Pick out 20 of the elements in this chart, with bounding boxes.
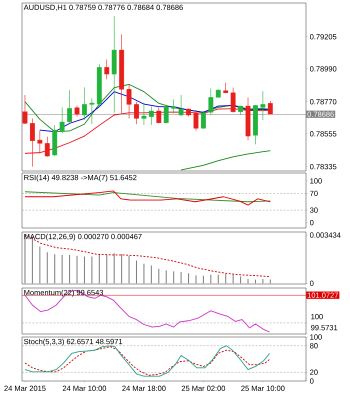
- line-series: [24, 190, 271, 206]
- line-series: [24, 234, 271, 278]
- candlestick: [74, 105, 80, 117]
- candlestick: [89, 98, 94, 124]
- candlestick: [67, 90, 72, 124]
- candlestick: [148, 106, 154, 126]
- candlestick: [223, 82, 228, 94]
- candlestick: [164, 106, 169, 124]
- candlestick: [260, 90, 266, 120]
- line-series: [24, 191, 271, 202]
- candlestick: [208, 88, 214, 116]
- candlestick: [104, 59, 110, 80]
- candlestick: [60, 107, 65, 134]
- line-series: [180, 150, 271, 170]
- candlestick: [22, 94, 28, 124]
- candlestick: [200, 110, 206, 129]
- candlestick: [178, 94, 184, 116]
- candlestick: [171, 99, 176, 114]
- candlestick: [82, 87, 87, 120]
- candlestick: [142, 102, 146, 126]
